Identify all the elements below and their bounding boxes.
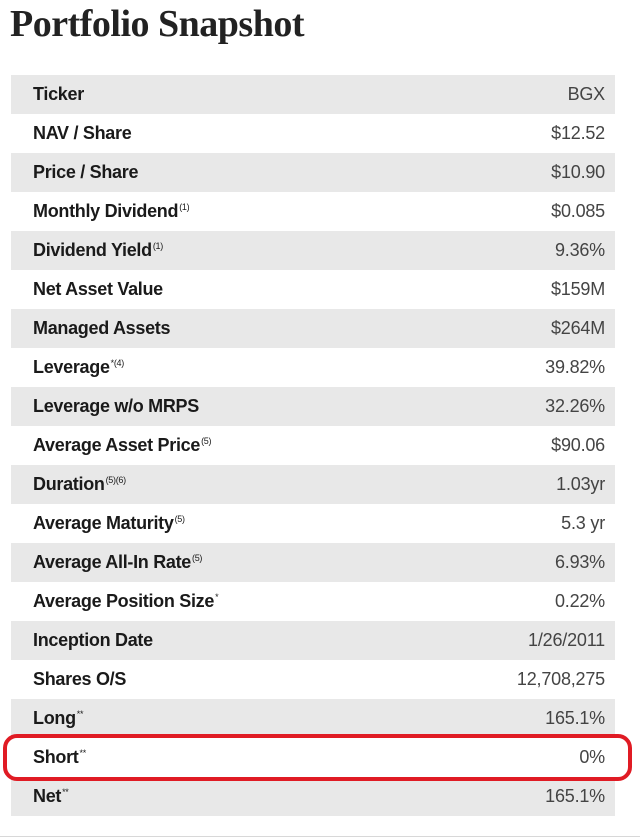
row-label: Average Asset Price(5) bbox=[33, 435, 212, 455]
table-row-long: Long** 165.1% bbox=[11, 699, 615, 738]
row-label: Inception Date bbox=[33, 630, 153, 650]
row-label: Ticker bbox=[33, 84, 84, 104]
row-value: 165.1% bbox=[545, 786, 605, 806]
row-value: 165.1% bbox=[545, 708, 605, 728]
row-value: 1/26/2011 bbox=[528, 630, 605, 650]
row-value: 1.03yr bbox=[556, 474, 605, 494]
table-row-net-asset-value: Net Asset Value $159M bbox=[11, 270, 615, 309]
row-label: Long** bbox=[33, 708, 84, 728]
row-value: $159M bbox=[550, 279, 605, 299]
row-label: Monthly Dividend(1) bbox=[33, 201, 190, 221]
row-label: Net** bbox=[33, 786, 69, 806]
table-row-inception-date: Inception Date 1/26/2011 bbox=[11, 621, 615, 660]
row-label: NAV / Share bbox=[33, 123, 132, 143]
table-row-monthly-dividend: Monthly Dividend(1) $0.085 bbox=[11, 192, 615, 231]
table-row-ticker: Ticker BGX bbox=[11, 75, 615, 114]
row-value: 0.22% bbox=[554, 591, 605, 611]
row-value: BGX bbox=[567, 84, 606, 104]
row-value: 39.82% bbox=[545, 357, 605, 377]
row-value: 9.36% bbox=[554, 240, 605, 260]
divider bbox=[0, 836, 640, 837]
table-row-net: Net** 165.1% bbox=[11, 777, 615, 816]
row-label: Average All-In Rate(5) bbox=[33, 552, 203, 572]
table-row-managed-assets: Managed Assets $264M bbox=[11, 309, 615, 348]
row-value: 5.3 yr bbox=[561, 513, 605, 533]
table-row-leverage-wo-mrps: Leverage w/o MRPS 32.26% bbox=[11, 387, 615, 426]
row-label: Price / Share bbox=[33, 162, 139, 182]
table-row-average-all-in-rate: Average All-In Rate(5) 6.93% bbox=[11, 543, 615, 582]
row-label: Net Asset Value bbox=[33, 279, 163, 299]
table-row-short: Short** 0% bbox=[11, 738, 615, 777]
row-value: $12.52 bbox=[551, 123, 605, 143]
row-label: Duration(5)(6) bbox=[33, 474, 126, 494]
row-label: Managed Assets bbox=[33, 318, 171, 338]
table-row-leverage: Leverage*(4) 39.82% bbox=[11, 348, 615, 387]
portfolio-table: Ticker BGX NAV / Share $12.52 Price / Sh… bbox=[11, 75, 615, 816]
row-label: Shares O/S bbox=[33, 669, 127, 689]
row-label: Leverage w/o MRPS bbox=[33, 396, 199, 416]
table-row-nav-share: NAV / Share $12.52 bbox=[11, 114, 615, 153]
row-value: 32.26% bbox=[545, 396, 605, 416]
page-title: Portfolio Snapshot bbox=[10, 3, 304, 45]
table-row-shares-os: Shares O/S 12,708,275 bbox=[11, 660, 615, 699]
row-value: 6.93% bbox=[554, 552, 605, 572]
table-row-duration: Duration(5)(6) 1.03yr bbox=[11, 465, 615, 504]
row-value: 12,708,275 bbox=[516, 669, 605, 689]
row-value: $264M bbox=[550, 318, 605, 338]
row-label: Average Position Size* bbox=[33, 591, 219, 611]
row-label: Leverage*(4) bbox=[33, 357, 124, 377]
row-value: $0.085 bbox=[551, 201, 605, 221]
row-value: $90.06 bbox=[551, 435, 605, 455]
table-row-dividend-yield: Dividend Yield(1) 9.36% bbox=[11, 231, 615, 270]
row-label: Short** bbox=[33, 747, 86, 767]
row-value: 0% bbox=[579, 747, 605, 767]
row-label: Average Maturity(5) bbox=[33, 513, 185, 533]
table-row-price-share: Price / Share $10.90 bbox=[11, 153, 615, 192]
table-row-average-maturity: Average Maturity(5) 5.3 yr bbox=[11, 504, 615, 543]
table-row-average-position-size: Average Position Size* 0.22% bbox=[11, 582, 615, 621]
row-value: $10.90 bbox=[551, 162, 605, 182]
row-label: Dividend Yield(1) bbox=[33, 240, 163, 260]
table-row-average-asset-price: Average Asset Price(5) $90.06 bbox=[11, 426, 615, 465]
